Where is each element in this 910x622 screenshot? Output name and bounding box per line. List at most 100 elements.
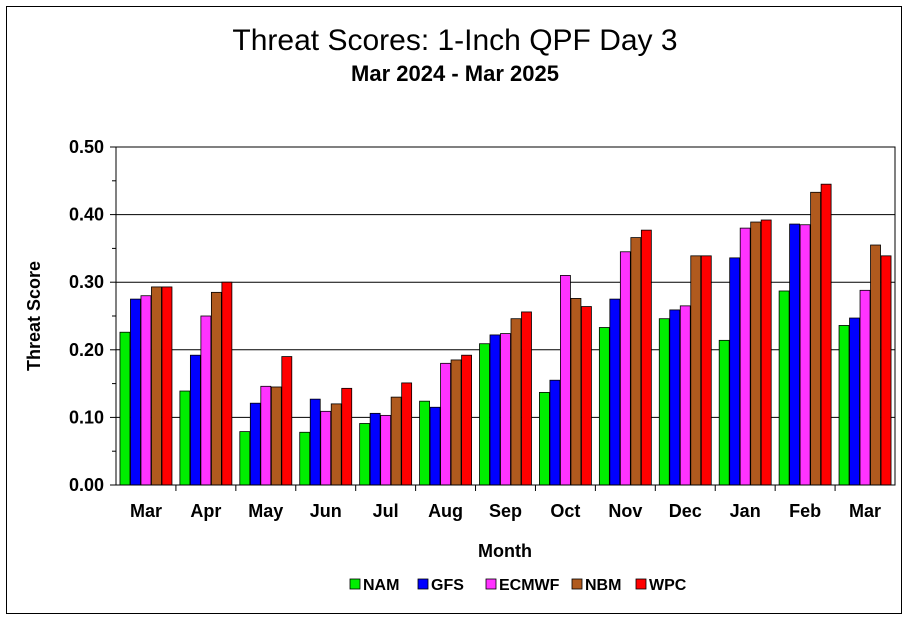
bar-gfs — [669, 309, 681, 486]
x-tick-label: Nov — [608, 501, 642, 521]
legend-swatch-gfs — [417, 578, 429, 590]
x-tick-label: Oct — [550, 501, 580, 521]
legend-swatch-ecmwf — [485, 578, 497, 590]
bar-gfs — [549, 379, 561, 486]
x-tick-label: Apr — [190, 501, 221, 521]
bar-wpc — [401, 382, 413, 486]
legend-label-wpc: WPC — [649, 577, 687, 594]
x-tick-label: Mar — [849, 501, 881, 521]
bar-nam — [299, 431, 311, 486]
bar-wpc — [461, 354, 472, 486]
y-tick-label: 0.10 — [69, 407, 104, 427]
chart-title: Threat Scores: 1-Inch QPF Day 3 — [232, 24, 677, 57]
bar-nam — [598, 327, 610, 486]
bar-wpc — [161, 286, 173, 486]
bar-nam — [119, 331, 131, 486]
bar-ecmwf — [619, 251, 631, 486]
bar-ecmwf — [560, 275, 571, 486]
bar-gfs — [489, 334, 501, 486]
bar-nbm — [750, 221, 762, 486]
chart-subtitle: Mar 2024 - Mar 2025 — [351, 61, 559, 86]
bar-nam — [838, 325, 850, 486]
bar-ecmwf — [200, 315, 212, 486]
bar-nbm — [870, 244, 881, 486]
x-tick-label: Mar — [130, 501, 162, 521]
bar-ecmwf — [440, 362, 451, 486]
bar-gfs — [729, 257, 741, 486]
bar-nam — [778, 290, 790, 486]
bar-wpc — [820, 183, 832, 486]
y-tick-label: 0.20 — [69, 340, 104, 360]
bar-nam — [479, 343, 490, 486]
y-tick-label: 0.30 — [69, 272, 104, 292]
x-tick-label: Jul — [373, 501, 399, 521]
bar-wpc — [341, 387, 353, 486]
bar-nbm — [270, 386, 282, 486]
bar-nbm — [450, 359, 462, 486]
bar-wpc — [521, 311, 532, 486]
plot-border — [115, 146, 896, 486]
legend-label-gfs: GFS — [431, 577, 464, 594]
x-tick-label: Jan — [730, 501, 761, 521]
x-tick-label: Feb — [789, 501, 821, 521]
x-axis-label: Month — [478, 541, 532, 561]
bar-ecmwf — [799, 224, 811, 486]
bar-nbm — [330, 403, 342, 486]
x-tick-label: Dec — [669, 501, 702, 521]
bar-gfs — [369, 412, 381, 486]
x-tick-label: Aug — [428, 501, 463, 521]
bar-ecmwf — [679, 305, 691, 486]
legend-swatch-nam — [349, 578, 361, 590]
legend-label-nam: NAM — [363, 577, 399, 594]
bar-nam — [239, 431, 251, 486]
bar-gfs — [189, 354, 201, 486]
bar-gfs — [849, 317, 860, 486]
bar-nam — [419, 400, 430, 486]
bar-ecmwf — [140, 295, 152, 486]
x-tick-labels: Mar Apr May Jun Jul Aug Sep Oct Nov Dec Jan Feb Mar — [130, 501, 881, 521]
bar-wpc — [581, 306, 592, 486]
bar-wpc — [640, 229, 652, 486]
bar-ecmwf — [739, 227, 751, 486]
bar-gfs — [609, 298, 621, 486]
legend: NAM GFS ECMWF NBM WPC — [349, 577, 687, 594]
legend-swatch-wpc — [635, 578, 647, 590]
legend-label-nbm: NBM — [585, 577, 621, 594]
y-axis-label: Threat Score — [24, 261, 44, 371]
bar-nbm — [151, 286, 162, 486]
bar-ecmwf — [859, 289, 871, 486]
bar-nam — [658, 318, 670, 486]
y-tick-label: 0.50 — [69, 137, 104, 157]
bar-gfs — [249, 402, 261, 486]
legend-swatch-nbm — [571, 578, 583, 590]
bar-nbm — [210, 291, 222, 486]
bar-ecmwf — [500, 333, 511, 486]
bar-nam — [179, 390, 191, 486]
bar-nbm — [510, 318, 522, 486]
bar-wpc — [880, 255, 892, 486]
bar-wpc — [281, 356, 293, 486]
bar-gfs — [429, 406, 441, 486]
bar-ecmwf — [260, 385, 272, 486]
bar-nam — [718, 339, 730, 486]
bars-layer — [119, 183, 892, 486]
bar-wpc — [221, 281, 233, 486]
bar-ecmwf — [320, 410, 332, 486]
axes — [110, 146, 896, 491]
bar-gfs — [789, 223, 801, 486]
bar-wpc — [700, 255, 712, 486]
bar-nam — [539, 391, 550, 486]
bar-nam — [359, 423, 371, 486]
y-tick-label: 0.40 — [69, 205, 104, 225]
bar-nbm — [570, 298, 582, 486]
bar-nbm — [390, 396, 402, 486]
bar-nbm — [630, 237, 642, 486]
bar-gfs — [130, 298, 141, 486]
bar-ecmwf — [380, 414, 392, 486]
x-tick-label: May — [248, 501, 283, 521]
x-tick-label: Sep — [489, 501, 522, 521]
bar-nbm — [690, 255, 702, 486]
bar-nbm — [810, 191, 822, 486]
bar-gfs — [309, 398, 321, 486]
